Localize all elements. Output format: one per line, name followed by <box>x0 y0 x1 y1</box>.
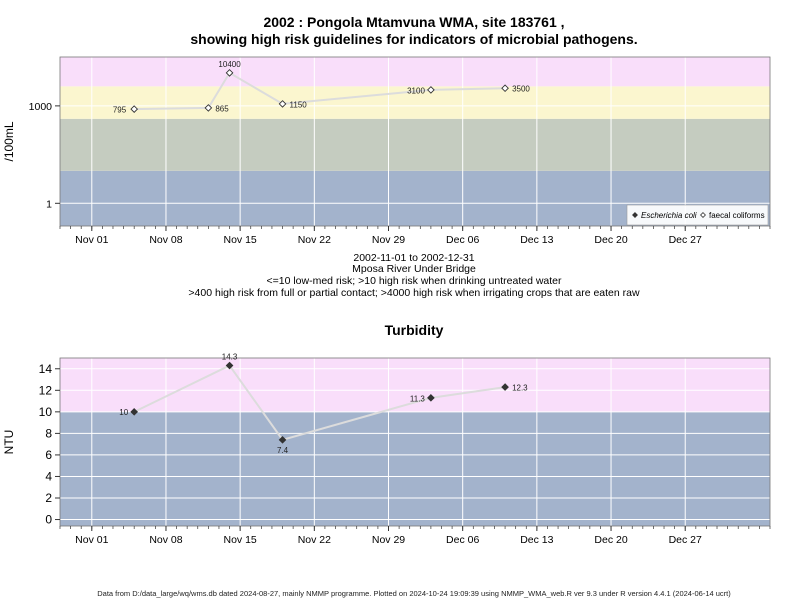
x-tick-label: Dec 06 <box>446 234 479 246</box>
data-point <box>130 105 139 113</box>
x-tick-label: Nov 15 <box>224 534 257 546</box>
chart-title-line2: showing high risk guidelines for indicat… <box>190 31 637 47</box>
x-tick-label: Dec 20 <box>594 534 627 546</box>
x-tick-label: Dec 27 <box>669 234 702 246</box>
data-label: 3100 <box>407 86 425 95</box>
x-tick-label: Dec 13 <box>520 234 553 246</box>
y-tick-label: 2 <box>45 491 52 505</box>
x-tick-label: Dec 06 <box>446 534 479 546</box>
risk-band-1 <box>60 118 770 171</box>
y-axis-label: NTU <box>2 430 16 455</box>
y-tick-label: 14 <box>39 362 53 376</box>
x-tick-label: Nov 01 <box>75 534 108 546</box>
y-tick-label: 6 <box>45 448 52 462</box>
x-tick-label: Nov 08 <box>149 234 182 246</box>
microbial-panel: Nov 01 Nov 08 Nov 15 Nov 22 Nov 29 Dec 06 Dec … <box>2 56 771 246</box>
data-point <box>501 84 509 93</box>
turbidity-title: Turbidity <box>385 322 444 338</box>
series-line-0 <box>134 71 506 111</box>
x-tick-label: Nov 29 <box>372 534 405 546</box>
subtitle-note-drinking: <=10 low-med risk; >10 high risk when dr… <box>266 275 562 287</box>
y-tick-label: 1000 <box>29 101 53 113</box>
x-tick-label: Nov 01 <box>75 234 108 246</box>
risk-band-1 <box>60 358 770 412</box>
data-label: 12.3 <box>512 384 528 393</box>
x-tick-label: Nov 22 <box>298 534 331 546</box>
legend-faecal-marker <box>700 212 706 218</box>
x-tick-label: Nov 29 <box>372 234 405 246</box>
footer-note: Data from D:/data_large/wq/wms.db dated … <box>97 589 731 598</box>
data-point <box>204 104 213 112</box>
data-label: 11.3 <box>410 394 426 403</box>
x-tick-label: Nov 08 <box>149 534 182 546</box>
data-point <box>225 69 234 77</box>
risk-band-0 <box>60 411 770 526</box>
data-point <box>278 100 287 108</box>
data-point <box>278 436 287 444</box>
legend-faecal-label: faecal coliforms <box>709 211 765 220</box>
data-label: 14.3 <box>222 353 238 362</box>
subtitle-site-name: Mposa River Under Bridge <box>352 263 476 275</box>
data-label: 7.4 <box>277 446 289 455</box>
legend-box <box>626 204 769 226</box>
plot-frame <box>59 56 771 227</box>
data-point <box>501 383 509 391</box>
risk-band-3 <box>60 57 770 87</box>
data-label: 865 <box>215 104 229 113</box>
y-tick-label: 0 <box>45 513 52 527</box>
plot-frame <box>59 357 771 527</box>
legend-ecoli-label: Escherichia coli <box>641 211 697 220</box>
legend-ecoli-marker <box>632 212 638 218</box>
data-point <box>427 86 435 94</box>
data-point <box>225 361 234 370</box>
data-label: 795 <box>113 106 127 115</box>
x-tick-label: Nov 22 <box>298 234 331 246</box>
subtitle-note-contact: >400 high risk from full or partial cont… <box>188 287 640 299</box>
x-tick-label: Dec 27 <box>669 534 702 546</box>
chart-title-line1: 2002 : Pongola Mtamvuna WMA, site 183761… <box>263 14 564 30</box>
data-point <box>130 408 139 416</box>
y-tick-label: 12 <box>39 383 53 397</box>
data-label: 10400 <box>218 60 241 69</box>
y-tick-label: 1 <box>46 198 52 210</box>
y-tick-label: 4 <box>45 469 52 483</box>
x-tick-label: Nov 15 <box>224 234 257 246</box>
data-label: 1150 <box>290 100 308 109</box>
subtitle-date-range: 2002-11-01 to 2002-12-31 <box>353 252 474 264</box>
y-tick-label: 8 <box>45 426 52 440</box>
data-point <box>427 394 435 402</box>
y-tick-label: 10 <box>39 405 53 419</box>
data-label: 10 <box>119 408 128 417</box>
data-label: 3500 <box>512 85 530 94</box>
x-tick-label: Dec 13 <box>520 534 553 546</box>
turbidity-panel: Turbidity Nov 01 Nov 08 Nov 15 Nov 22 Nov 29 D… <box>2 322 771 546</box>
x-tick-label: Dec 20 <box>594 234 627 246</box>
y-axis-label: /100mL <box>2 121 16 161</box>
